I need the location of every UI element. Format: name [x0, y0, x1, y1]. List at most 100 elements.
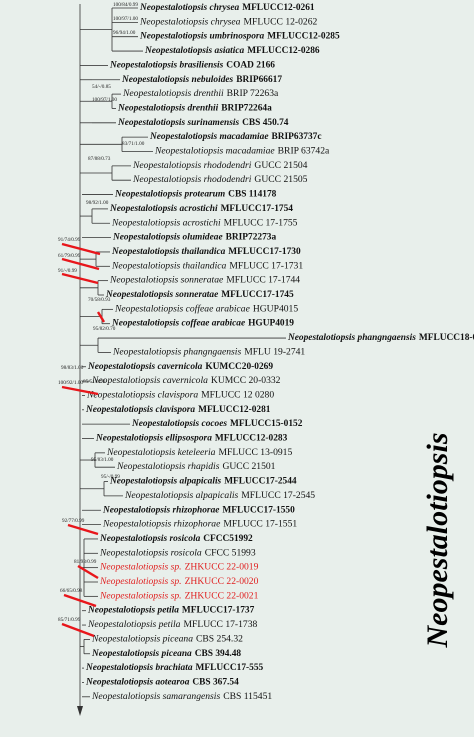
taxon-name: Neopestalotiopsis cavernicola — [87, 362, 203, 372]
taxon-name: Neopestalotiopsis aotearoa — [85, 678, 190, 688]
taxon-strain: ZHKUCC 22-0019 — [185, 562, 259, 573]
taxon-strain: BRIP72273a — [226, 233, 277, 243]
taxon-strain: MFLUCC 13-0915 — [218, 447, 292, 458]
taxon-name: Neopestalotiopsis petila — [87, 606, 179, 616]
taxon-name: Neopestalotiopsis sonneratae — [109, 275, 224, 286]
support-value: 66/65/0.98 — [60, 588, 83, 594]
taxon-label: Neopestalotiopsis rosicola CFCC51992 — [99, 534, 253, 544]
highlight-arrow — [96, 311, 106, 323]
support-value: 91/-/0.99 — [58, 268, 77, 274]
taxon-label: Neopestalotiopsis sp. ZHKUCC 22-0019 — [99, 562, 259, 573]
taxon-name: Neopestalotiopsis cocoes — [131, 419, 227, 429]
taxon-name: Neopestalotiopsis acrostichi — [109, 204, 218, 214]
taxon-name: Neopestalotiopsis surinamensis — [117, 118, 239, 128]
taxon-strain: CFCC51992 — [203, 534, 253, 544]
taxon-label: Neopestalotiopsis surinamensis CBS 450.74 — [117, 118, 289, 128]
support-value: 91/74/0.99 — [58, 237, 81, 243]
taxon-name: Neopestalotiopsis clavispora — [85, 405, 195, 415]
taxon-strain: MFLUCC 17-1755 — [224, 217, 298, 228]
taxon-strain: MFLUCC 17-1738 — [183, 619, 257, 630]
taxon-label: Neopestalotiopsis thailandica MFLUCC17-17… — [111, 247, 301, 257]
taxon-name: Neopestalotiopsis rhizophorae — [102, 519, 221, 530]
taxon-label: Neopestalotiopsis coffeae arabicae HGUP40… — [114, 304, 298, 315]
taxon-name: Neopestalotiopsis brasiliensis — [109, 61, 224, 71]
highlight-arrow — [61, 272, 99, 285]
taxon-label: Neopestalotiopsis sp. ZHKUCC 22-0020 — [99, 576, 259, 587]
taxon-strain: MFLUCC17-1737 — [182, 606, 255, 616]
taxon-strain: BRIP66617 — [236, 75, 282, 85]
taxon-strain: MFLUCC17-1730 — [228, 247, 301, 257]
support-value: 100/97/1.00 — [113, 16, 138, 22]
taxon-label: Neopestalotiopsis petila MFLUCC17-1737 — [87, 606, 255, 616]
taxon-label: Neopestalotiopsis chrysea MFLUCC12-0261 — [139, 3, 315, 13]
taxon-label: Neopestalotiopsis phangngaensis MFLUCC18-… — [287, 333, 474, 343]
taxon-strain: ZHKUCC 22-0021 — [185, 591, 259, 602]
taxon-label: Neopestalotiopsis piceana CBS 254.32 — [91, 634, 243, 645]
taxon-label: Neopestalotiopsis acrostichi MFLUCC17-175… — [109, 204, 293, 214]
taxon-name: Neopestalotiopsis rhododendri — [132, 160, 252, 171]
taxon-strain: MFLUCC 12 0280 — [201, 390, 274, 401]
taxon-label: Neopestalotiopsis ellipsospora MFLUCC12-0… — [95, 434, 288, 444]
taxon-strain: MFLUCC12-0283 — [215, 434, 288, 444]
taxon-label: Neopestalotiopsis asiatica MFLUCC12-0286 — [144, 46, 320, 56]
taxon-name: Neopestalotiopsis rhizophorae — [102, 505, 219, 515]
taxon-strain: MFLUCC12-0285 — [267, 32, 340, 42]
taxon-name: Neopestalotiopsis sp. — [99, 576, 182, 587]
taxon-label: Neopestalotiopsis chrysea MFLUCC 12-0262 — [139, 17, 317, 28]
taxon-label: Neopestalotiopsis acrostichi MFLUCC 17-17… — [111, 217, 298, 228]
taxon-strain: MFLUCC12-0261 — [242, 3, 315, 13]
taxon-name: Neopestalotiopsis petila — [87, 619, 181, 630]
taxon-name: Neopestalotiopsis ellipsospora — [95, 434, 212, 444]
highlight-arrow — [61, 242, 101, 256]
taxon-strain: CBS 367.54 — [192, 678, 239, 688]
taxon-label: Neopestalotiopsis sonneratae MFLUCC17-174… — [105, 290, 294, 300]
taxon-strain: MFLUCC17-555 — [196, 663, 264, 673]
taxon-name: Neopestalotiopsis olumideae — [112, 233, 223, 243]
taxon-strain: BRIP 63742a — [278, 146, 330, 157]
taxon-strain: BRIP 72263a — [227, 88, 279, 99]
support-value: 100/84/0.99 — [113, 2, 138, 8]
highlight-arrow — [77, 564, 99, 580]
support-value: 87/88/0.73 — [88, 156, 111, 162]
genus-label: Neopestalotiopsis — [421, 433, 454, 649]
taxon-strain: MFLUCC 17-2545 — [241, 490, 315, 501]
highlight-arrow — [61, 622, 95, 638]
taxon-label: Neopestalotiopsis rhizophorae MFLUCC 17-1… — [102, 519, 297, 530]
support-value: 95/-/0.99 — [101, 474, 120, 480]
taxon-label: Neopestalotiopsis protearum CBS 114178 — [114, 190, 277, 200]
taxon-strain: CBS 115451 — [223, 691, 272, 702]
taxon-label: Neopestalotiopsis cocoes MFLUCC15-0152 — [131, 419, 303, 429]
taxon-label: Neopestalotiopsis rhododendri GUCC 21504 — [132, 160, 308, 171]
taxon-label: Neopestalotiopsis clavispora MFLUCC 12 02… — [86, 390, 274, 401]
taxon-name: Neopestalotiopsis piceana — [91, 634, 193, 645]
taxon-name: Neopestalotiopsis protearum — [114, 190, 225, 200]
taxon-name: Neopestalotiopsis phangngaensis — [112, 347, 241, 358]
taxon-name: Neopestalotiopsis rosicola — [99, 548, 202, 559]
taxon-name: Neopestalotiopsis drenthii — [117, 104, 219, 114]
taxon-strain: CBS 114178 — [228, 190, 277, 200]
support-value: 95/83/1.00 — [91, 457, 114, 463]
taxon-label: Neopestalotiopsis rosicola CFCC 51993 — [99, 548, 256, 559]
taxon-label: Neopestalotiopsis thailandica MFLUCC 17-1… — [111, 261, 303, 272]
taxon-label: Neopestalotiopsis cavernicola KUMCC20-026… — [87, 362, 273, 372]
taxon-strain: MFLUCC18-0119 — [419, 333, 474, 343]
taxon-label: Neopestalotiopsis samarangensis CBS 11545… — [91, 691, 272, 702]
taxon-label: Neopestalotiopsis phangngaensis MFLU 19-2… — [112, 347, 305, 358]
taxon-name: Neopestalotiopsis alpapicalis — [109, 477, 222, 487]
taxon-label: Neopestalotiopsis aotearoa CBS 367.54 — [85, 678, 239, 688]
taxon-name: Neopestalotiopsis keteleeria — [106, 447, 216, 458]
taxon-name: Neopestalotiopsis rhapidis — [116, 461, 220, 472]
taxon-name: Neopestalotiopsis chrysea — [139, 17, 241, 28]
taxon-label: Neopestalotiopsis macadamiae BRIP 63742a — [154, 146, 330, 157]
support-value: 98/92/1.00 — [86, 200, 109, 206]
taxon-label: Neopestalotiopsis clavispora MFLUCC12-028… — [85, 405, 271, 415]
taxon-label: Neopestalotiopsis rhizophorae MFLUCC17-15… — [102, 505, 295, 515]
taxon-label: Neopestalotiopsis nebuloides BRIP66617 — [121, 75, 282, 85]
taxon-label: Neopestalotiopsis piceana CBS 394.48 — [91, 649, 241, 659]
highlight-arrow — [61, 257, 100, 271]
taxon-name: Neopestalotiopsis chrysea — [139, 3, 240, 13]
taxon-label: Neopestalotiopsis keteleeria MFLUCC 13-09… — [106, 447, 292, 458]
taxon-label: Neopestalotiopsis rhapidis GUCC 21501 — [116, 461, 276, 472]
taxon-strain: MFLUCC 12-0262 — [243, 17, 317, 28]
